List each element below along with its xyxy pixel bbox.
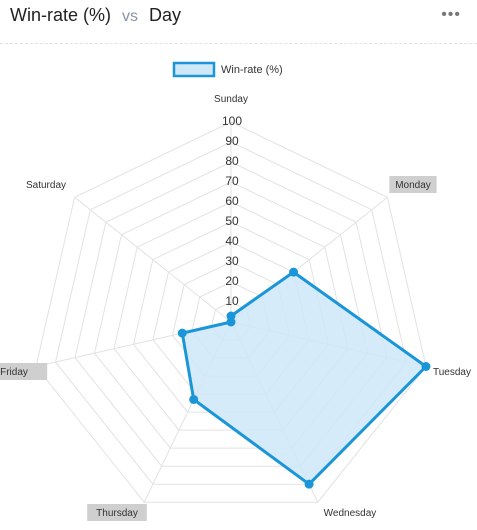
radial-tick-label: 100	[222, 114, 242, 128]
legend-swatch[interactable]	[172, 61, 216, 78]
axis-label-friday: Friday	[0, 367, 28, 378]
grid-ring	[35, 121, 427, 503]
data-point[interactable]	[189, 394, 199, 404]
radial-tick-label: 80	[225, 154, 239, 168]
title-vs: vs	[122, 8, 139, 25]
axis-label-monday: Monday	[395, 180, 431, 191]
axis-label-sunday: Sunday	[214, 94, 248, 105]
axis-label-wednesday: Wednesday	[324, 508, 377, 519]
grid-ring	[74, 161, 388, 467]
radial-tick-label: 70	[225, 174, 239, 188]
grid-spoke	[74, 196, 232, 323]
chart-title: Win-rate (%) vs Day	[10, 5, 181, 26]
axis-label-highlight	[389, 176, 437, 193]
axis-label-tuesday: Tuesday	[433, 367, 471, 378]
grid-ring	[54, 141, 408, 485]
radial-tick-label: 60	[225, 194, 239, 208]
chart-header: Win-rate (%) vs Day •••	[0, 0, 477, 44]
radial-tick-label: 40	[225, 234, 239, 248]
grid-ring	[113, 201, 349, 431]
axis-label-highlight	[0, 363, 48, 380]
data-point[interactable]	[289, 267, 299, 277]
axis-label-saturday: Saturday	[26, 180, 66, 191]
radial-tick-label: 20	[225, 274, 239, 288]
axis-label-thursday: Thursday	[96, 508, 138, 519]
radial-tick-label: 50	[225, 214, 239, 228]
data-point[interactable]	[304, 479, 314, 489]
axis-label-highlight	[87, 504, 147, 521]
data-point[interactable]	[177, 328, 187, 338]
grid-ring	[93, 181, 369, 449]
radial-tick-label: 90	[225, 134, 239, 148]
ellipsis-icon[interactable]: •••	[441, 6, 461, 23]
data-point[interactable]	[226, 317, 236, 327]
title-metric: Win-rate (%)	[10, 5, 112, 25]
series-area	[180, 270, 428, 486]
title-dimension: Day	[149, 5, 182, 25]
data-point[interactable]	[421, 362, 431, 372]
radial-tick-label: 10	[225, 294, 239, 308]
radial-tick-label: 30	[225, 254, 239, 268]
legend-label[interactable]: Win-rate (%)	[221, 64, 283, 76]
